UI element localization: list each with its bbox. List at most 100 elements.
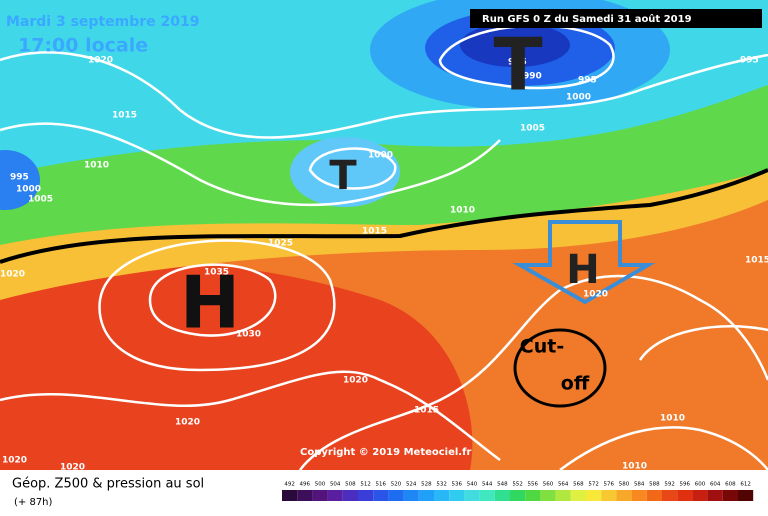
run-box — [470, 9, 762, 28]
colorbar-swatch — [510, 490, 526, 501]
low-small — [290, 137, 400, 207]
isobar-label: 995 — [10, 173, 29, 183]
colorbar-swatch — [358, 490, 374, 501]
isobar — [438, 24, 615, 90]
date: Mardi 3 septembre 2019 — [6, 14, 199, 30]
isobar-label: 990 — [523, 72, 542, 82]
colorbar-swatch — [662, 490, 678, 501]
colorbar-label: 544 — [482, 482, 493, 488]
colorbar-swatch — [707, 490, 723, 501]
colorbar-swatch — [342, 490, 358, 501]
colorbar: 492 496 500 504 508 512 516 520 524 528 532 536 540 5… — [282, 482, 754, 501]
isobar-label: 1025 — [268, 239, 293, 249]
isobar — [308, 147, 397, 190]
isobar-label: 1020 — [0, 270, 25, 280]
colorbar-swatch — [692, 490, 708, 501]
isobar-label: 1020 — [88, 56, 113, 66]
isobar-label: 1005 — [28, 195, 53, 205]
footer-title: Géop. Z500 & pression au sol — [12, 477, 204, 492]
colorbar-swatch — [449, 490, 465, 501]
colorbar-label: 560 — [543, 482, 554, 488]
isobar-label: 1010 — [450, 206, 475, 216]
isobar-label: 1020 — [343, 376, 368, 386]
colorbar-swatch — [494, 490, 510, 501]
colorbar-label: 548 — [497, 482, 508, 488]
colorbar-label: 520 — [391, 482, 402, 488]
isobar-label: 995 — [740, 56, 759, 66]
pressure-symbol: T — [329, 153, 357, 199]
colorbar-label: 600 — [695, 482, 706, 488]
colorbar-swatch — [738, 490, 754, 501]
isobar-label: 1015 — [362, 227, 387, 237]
colorbar-label: 564 — [558, 482, 569, 488]
colorbar-swatch — [555, 490, 571, 501]
colorbar-label: 592 — [664, 482, 675, 488]
colorbar-label: 612 — [740, 482, 751, 488]
footer-lead: (+ 87h) — [14, 497, 53, 508]
isobar-label: 1030 — [236, 330, 261, 340]
colorbar-label: 500 — [315, 482, 326, 488]
colorbar-swatch — [388, 490, 404, 501]
colorbar-label: 524 — [406, 482, 417, 488]
isobar-label: 1000 — [368, 151, 393, 161]
low-core — [460, 23, 570, 67]
colorbar-swatch — [418, 490, 434, 501]
cutoff-circle — [513, 328, 607, 408]
colorbar-label: 528 — [421, 482, 432, 488]
front-line — [0, 168, 768, 264]
colorbar-swatch — [297, 490, 313, 501]
colorbar-label: 552 — [512, 482, 523, 488]
colorbar-label: 556 — [528, 482, 539, 488]
isobar-label: 1015 — [414, 406, 439, 416]
colorbar-label: 596 — [680, 482, 691, 488]
time: 17:00 locale — [18, 35, 148, 57]
colorbar-label: 512 — [360, 482, 371, 488]
isobar — [638, 325, 768, 361]
isobar — [299, 274, 768, 471]
colorbar-swatch — [631, 490, 647, 501]
arrow — [512, 220, 656, 305]
colorbar-label: 580 — [619, 482, 630, 488]
colorbar-swatch — [312, 490, 328, 501]
colorbar-label: 536 — [452, 482, 463, 488]
isobar — [559, 426, 768, 472]
isobar — [98, 239, 336, 372]
annotation: Cut- — [520, 336, 564, 358]
colorbar-label: 492 — [284, 482, 295, 488]
low-left — [0, 150, 40, 210]
pressure-symbol: H — [180, 261, 240, 345]
pressure-symbol: H — [566, 247, 599, 293]
isobar-label: 1020 — [2, 456, 27, 466]
colorbar-label: 532 — [436, 482, 447, 488]
isobar-label: 1010 — [660, 414, 685, 424]
isobar-label: 1020 — [60, 463, 85, 473]
colorbar-swatch — [722, 490, 738, 501]
isobar — [0, 122, 501, 207]
colorbar-swatch — [464, 490, 480, 501]
isobar-label: 1020 — [175, 418, 200, 428]
pressure-symbol: T — [493, 23, 542, 107]
colorbar-swatch — [373, 490, 389, 501]
run-info: Run GFS 0 Z du Samedi 31 août 2019 — [482, 13, 692, 25]
isobar-label: 1000 — [566, 93, 591, 103]
colorbar-swatch — [479, 490, 495, 501]
colorbar-label: 504 — [330, 482, 341, 488]
colorbar-label: 608 — [725, 482, 736, 488]
isobars — [0, 24, 768, 472]
colorbar-label: 508 — [345, 482, 356, 488]
colorbar-swatch — [616, 490, 632, 501]
colorbar-swatch — [601, 490, 617, 501]
colorbar-swatch — [525, 490, 541, 501]
copyright: Copyright © 2019 Meteociel.fr — [300, 447, 471, 458]
isobar-label: 1035 — [204, 268, 229, 278]
colorbar-swatch — [570, 490, 586, 501]
colorbar-swatch — [677, 490, 693, 501]
colorbar-label: 516 — [376, 482, 387, 488]
isobar-label: 1005 — [520, 124, 545, 134]
colorbar-swatch — [540, 490, 556, 501]
colorbar-swatch — [434, 490, 450, 501]
isobar-label: 995 — [578, 76, 597, 86]
